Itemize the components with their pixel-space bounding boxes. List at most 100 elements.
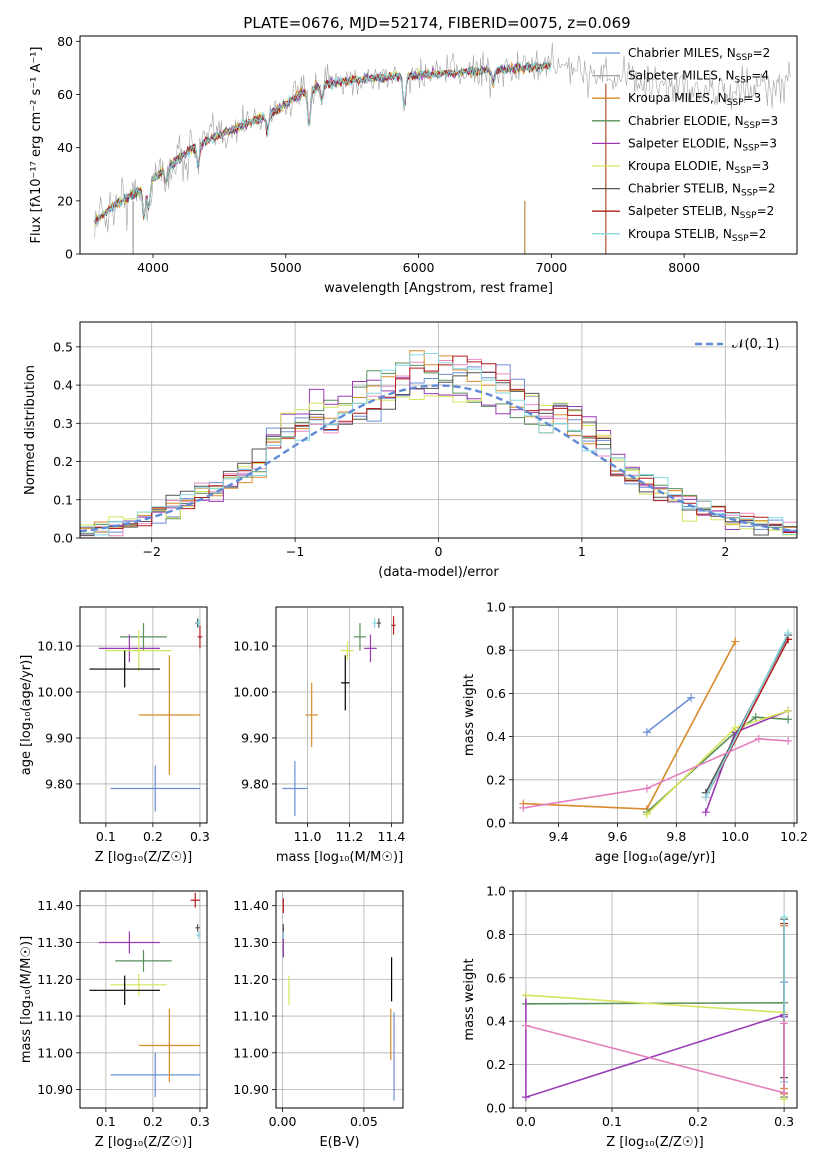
x-tick-label: 11.0 — [294, 829, 322, 844]
y-tick-label: 11.00 — [37, 1045, 73, 1060]
x-tick-label: 11.4 — [378, 829, 406, 844]
y-axis-label: mass weight — [462, 958, 477, 1040]
x-tick-label: 2 — [721, 544, 729, 559]
errorbar-point — [196, 618, 201, 628]
errorbar-point — [119, 623, 168, 651]
x-axis-label: Z [log₁₀(Z/Z☉)] — [606, 1135, 703, 1150]
x-tick-label: 0.2 — [143, 1114, 163, 1129]
y-tick-label: 9.80 — [45, 776, 73, 791]
x-tick-label: 10.2 — [780, 829, 808, 844]
weight-line — [646, 716, 789, 813]
x-axis-label: mass [log₁₀(M/M☉)] — [276, 850, 403, 865]
errorbar-point — [89, 650, 160, 688]
legend-entry: 𝒩(0, 1) — [732, 337, 779, 352]
x-tick-label: 0.3 — [774, 1114, 794, 1129]
plot-area-spectrum — [94, 42, 791, 254]
x-tick-label: 0.1 — [602, 1114, 622, 1129]
errorbar-point — [138, 655, 200, 775]
y-tick-label: 10.00 — [37, 685, 73, 700]
weight-marker — [780, 913, 789, 922]
y-axis-label: age [log₁₀(age/yr)] — [19, 655, 34, 776]
x-tick-label: −2 — [142, 544, 160, 559]
histogram-series — [80, 355, 797, 533]
weight-marker — [751, 713, 760, 722]
axes-frame — [79, 890, 208, 1109]
spectrum-legend: Chabrier MILES, NSSP=2 Salpeter MILES, NS… — [592, 46, 778, 244]
y-tick-label: 0.0 — [486, 816, 506, 831]
weight-series — [701, 628, 793, 802]
y-tick-label: 0.0 — [53, 531, 73, 546]
x-tick-label: 0.05 — [350, 1114, 378, 1129]
y-axis-label: mass [log₁₀(M/M☉)] — [19, 936, 34, 1063]
y-tick-label: 0.5 — [53, 339, 73, 354]
spectrum-line — [94, 60, 552, 223]
weight-marker — [642, 784, 651, 793]
axes-mass_vs_Z: 0.1 0.2 0.3 10.90 11.00 11.10 11.20 11.30 11.40 Z… — [19, 890, 210, 1150]
weight-line — [523, 641, 736, 810]
y-tick-label: 1.0 — [486, 600, 506, 615]
x-tick-label: 6000 — [403, 260, 435, 275]
histogram-series — [80, 353, 797, 536]
x-tick-label: 9.4 — [549, 829, 569, 844]
axes-frame — [79, 35, 798, 255]
x-axis-label: wavelength [Angstrom, rest frame] — [324, 281, 553, 296]
y-tick-label: 0.6 — [486, 970, 506, 985]
y-tick-label: 0.0 — [486, 1101, 506, 1116]
axes-mass_vs_ebv: 0.00 0.05 10.90 11.00 11.10 11.20 11.30 11.40 E(… — [233, 890, 404, 1150]
errorbar-point — [341, 655, 350, 711]
errorbar-point — [190, 892, 200, 908]
x-axis-label: (data-model)/error — [378, 565, 499, 580]
x-tick-label: 0.2 — [688, 1114, 708, 1129]
axes-spectrum: 4000 5000 6000 7000 8000 0 20 40 60 80 wavelength … — [29, 34, 798, 296]
weight-line — [525, 1023, 785, 1094]
x-axis-label: Z [log₁₀(Z/Z☉)] — [95, 850, 192, 865]
plot-area-mass_vs_ebv — [282, 898, 395, 1101]
y-tick-label: 80 — [57, 34, 73, 49]
figure-title: PLATE=0676, MJD=52174, FIBERID=0075, z=0… — [243, 14, 630, 32]
weight-series — [521, 1019, 789, 1097]
plot-area-age_vs_Z — [89, 618, 203, 812]
errorbar-point — [110, 765, 200, 812]
y-tick-label: 0.1 — [53, 492, 73, 507]
errorbar-point — [376, 618, 381, 628]
weight-marker — [642, 728, 651, 737]
y-tick-label: 11.20 — [37, 972, 73, 987]
x-tick-label: 0.3 — [190, 1114, 210, 1129]
axes-age_vs_Z: 0.1 0.2 0.3 9.80 9.90 10.00 10.10 Z [log₁₀(Z/Z☉… — [19, 606, 210, 865]
errorbar-point — [195, 924, 200, 932]
y-tick-label: 11.40 — [233, 898, 269, 913]
y-tick-label: 10.00 — [233, 685, 269, 700]
y-tick-label: 20 — [57, 193, 73, 208]
weight-series — [519, 637, 740, 813]
weight-series — [642, 713, 793, 817]
weight-marker — [521, 1093, 530, 1102]
legend-entry: Chabrier ELODIE, NSSP=3 — [628, 114, 778, 131]
x-tick-label: −1 — [286, 544, 304, 559]
weight-marker — [784, 628, 793, 637]
errorbar-point — [98, 931, 160, 954]
spectrum-line — [94, 62, 552, 225]
y-tick-label: 40 — [57, 140, 73, 155]
weight-marker — [731, 637, 740, 646]
y-tick-label: 10.10 — [37, 639, 73, 654]
axes-frame — [512, 606, 798, 824]
weight-marker — [784, 715, 793, 724]
legend-entry: Salpeter STELIB, NSSP=2 — [628, 204, 774, 221]
x-tick-label: 1 — [578, 544, 586, 559]
axes-frame — [512, 890, 798, 1109]
x-tick-label: 0.3 — [190, 829, 210, 844]
errorbar-point — [110, 973, 168, 996]
y-tick-label: 9.90 — [241, 730, 269, 745]
y-axis-label: Flux [fλ10⁻¹⁷ erg cm⁻² s⁻¹ A⁻¹] — [29, 47, 44, 244]
spectrum-line — [94, 60, 552, 225]
weight-marker — [687, 693, 696, 702]
weight-marker — [784, 736, 793, 745]
plot-area-residuals — [80, 350, 797, 537]
legend-entry: Chabrier MILES, NSSP=2 — [628, 46, 770, 63]
axes-frame — [275, 890, 404, 1109]
axes-age_vs_mass: 11.0 11.2 11.4 9.80 9.90 10.00 10.10 mass [log₁… — [233, 606, 406, 865]
errorbar-point — [196, 931, 201, 939]
weight-line — [525, 994, 785, 1100]
y-tick-label: 11.40 — [37, 898, 73, 913]
errorbar-point — [110, 1052, 200, 1097]
